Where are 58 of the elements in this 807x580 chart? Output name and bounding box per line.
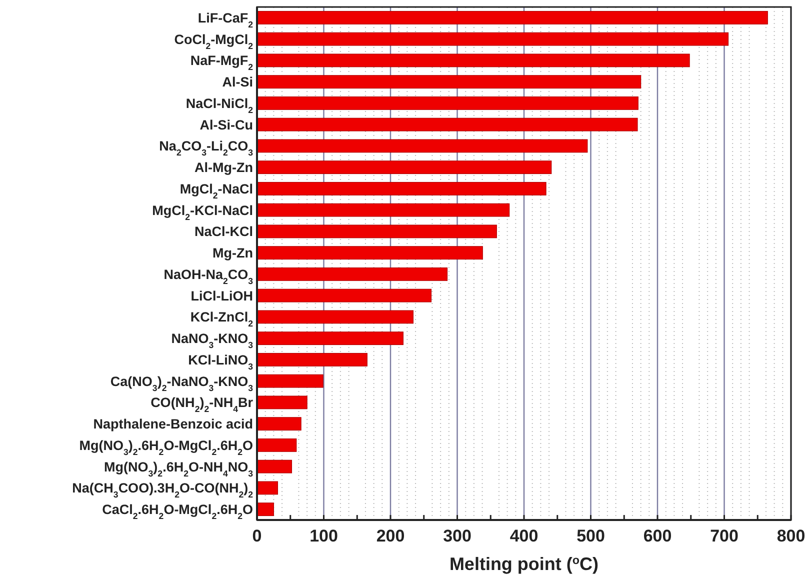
x-axis-title: Melting point ($^{o}$C) — [449, 554, 599, 574]
bar — [256, 118, 638, 132]
bar — [256, 352, 368, 366]
y-tick-label: LiF-CaF$_{2}$ — [198, 10, 254, 30]
y-tick-label: CoCl$_{2}$-MgCl$_{2}$ — [174, 32, 254, 51]
y-tick-label: MgCl$_{2}$-KCl-NaCl — [152, 202, 253, 222]
y-tick-label: NaF-MgF$_{2}$ — [190, 53, 254, 72]
x-tick-label: 500 — [576, 526, 605, 546]
x-tick-label: 600 — [643, 526, 672, 546]
y-tick-label: Mg-Zn — [212, 246, 253, 261]
category-label: Mg(NO$_{3}$)$_{2}$.6H$_{2}$O-NH$_{4}$NO$_{3}$ — [104, 459, 253, 478]
bar — [256, 139, 588, 153]
bar — [256, 32, 729, 46]
y-tick-label: LiCl-LiOH — [190, 288, 253, 304]
bar — [256, 160, 552, 174]
x-tick-label: 100 — [310, 526, 338, 546]
category-label: Mg(NO$_{3}$)$_{2}$.6H$_{2}$O-MgCl$_{2}$.6H$_{2}$O — [79, 438, 253, 457]
y-tick-label: KCl-LiNO$_{3}$ — [188, 352, 254, 372]
bar — [256, 203, 510, 217]
y-tick-label: Al-Si — [222, 74, 253, 90]
bar — [256, 54, 690, 68]
bar — [256, 96, 638, 110]
x-tick-label: 0 — [252, 526, 262, 546]
x-tick-label: 700 — [710, 526, 738, 546]
bar — [256, 246, 483, 260]
bar — [256, 438, 297, 452]
bar — [256, 310, 414, 324]
y-tick-label: Al-Si-Cu — [200, 117, 253, 132]
y-tick-label: MgCl$_{2}$-NaCl — [180, 181, 253, 200]
category-label: CaCl$_{2}$.6H$_{2}$O-MgCl$_{2}$.6H$_{2}$O — [102, 502, 253, 522]
bar — [256, 182, 546, 196]
bar — [256, 502, 274, 516]
y-tick-label: CO(NH$_{2}$)$_{2}$-NH$_{4}$Br — [150, 395, 254, 414]
bar — [256, 10, 768, 24]
y-tick-label: Al-Mg-Zn — [194, 160, 253, 176]
y-tick-label: NaOH-Na$_{2}$CO$_{3}$ — [164, 266, 254, 286]
bar — [256, 481, 278, 495]
bar — [256, 332, 404, 346]
bar — [256, 288, 432, 302]
y-tick-label: NaCl-KCl — [194, 224, 253, 240]
bar — [256, 374, 324, 388]
x-tick-label: 200 — [376, 526, 405, 546]
y-tick-label: KCl-ZnCl$_{2}$ — [190, 310, 254, 329]
x-tick-label: 800 — [776, 526, 806, 546]
y-tick-label: Napthalene-Benzoic acid — [93, 416, 253, 432]
y-tick-label: Na$_{2}$CO$_{3}$-Li$_{2}$CO$_{3}$ — [159, 138, 254, 158]
y-tick-label: Na(CH$_{3}$COO).3H$_{2}$O-CO(NH$_{2}$)$_{2}$ — [72, 480, 254, 500]
bar — [256, 267, 448, 281]
y-tick-label: NaCl-NiCl$_{2}$ — [186, 96, 254, 115]
y-tick-label: NaNO$_{3}$-KNO$_{3}$ — [171, 331, 254, 350]
bar — [256, 460, 292, 474]
x-tick-label: 300 — [443, 526, 472, 546]
bar — [256, 75, 642, 89]
bar — [256, 396, 308, 410]
x-tick-label: 400 — [510, 526, 538, 546]
bar — [256, 417, 302, 431]
y-tick-label: Ca(NO$_{3}$)$_{2}$-NaNO$_{3}$-KNO$_{3}$ — [110, 374, 254, 393]
bar — [256, 224, 497, 238]
